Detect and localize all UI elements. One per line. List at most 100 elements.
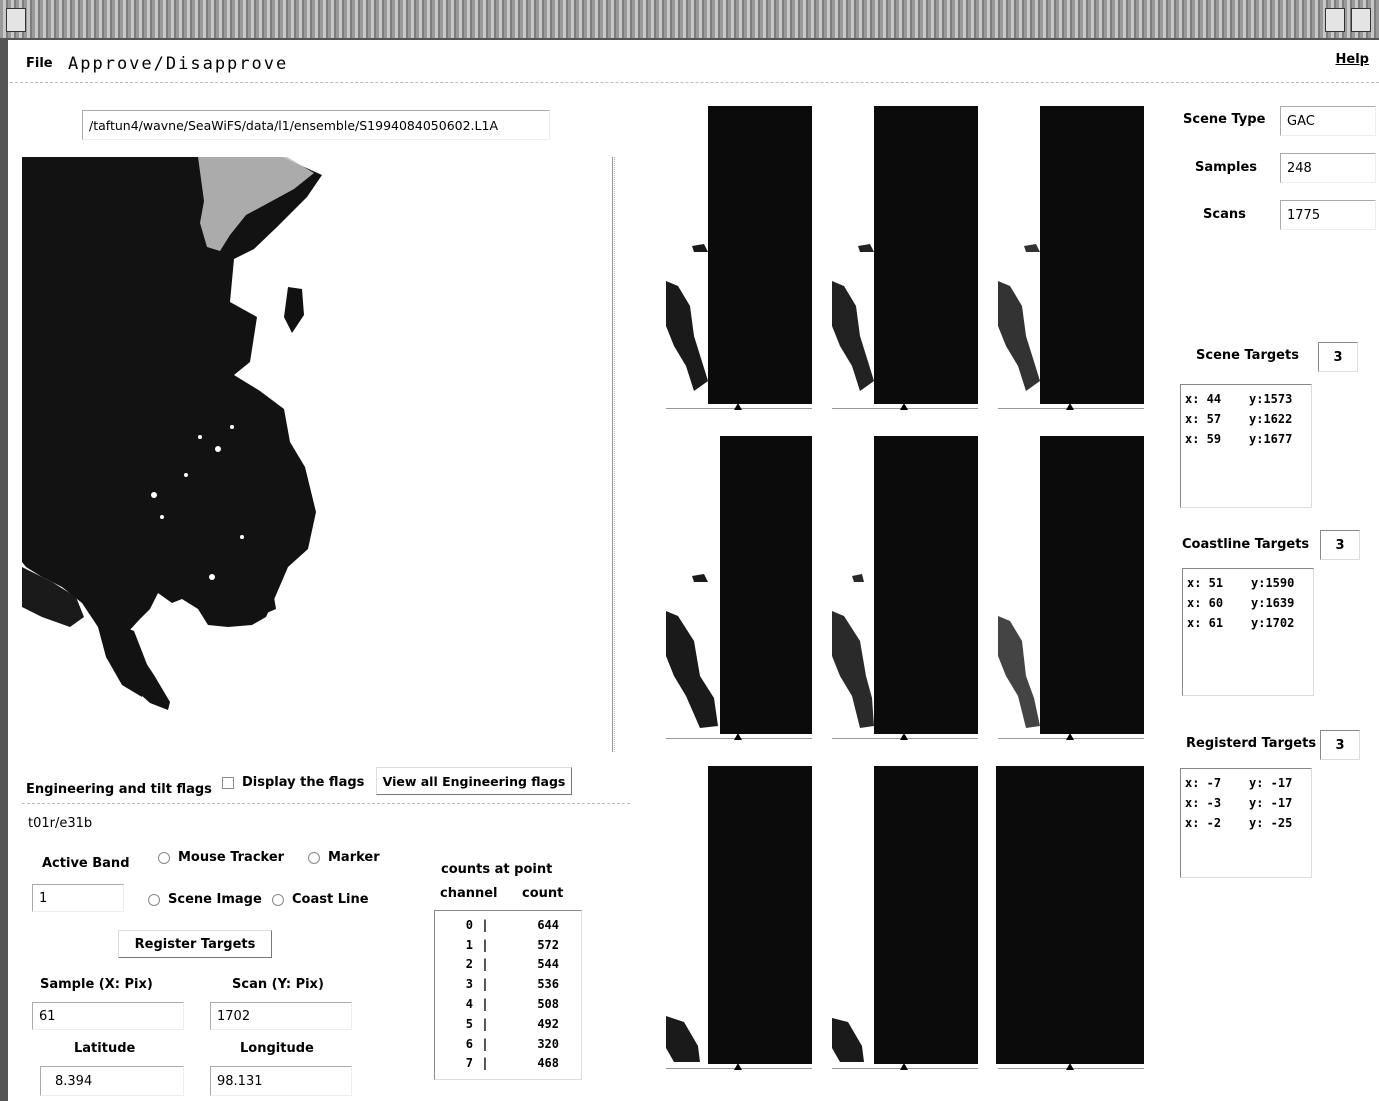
view-all-engineering-flags-button[interactable]: View all Engineering flags [376,767,572,795]
registered-targets-count[interactable]: 3 [1320,730,1360,760]
scene-targets-list[interactable]: x: 44 y:1573 x: 57 y:1622 x: 59 y:1677 [1180,384,1312,508]
channel-value: 1 [465,937,473,952]
target-x: x: 61 [1187,616,1224,630]
thumbnail-scale[interactable] [998,733,1144,749]
minimize-button[interactable] [1325,8,1345,32]
target-y: y: -17 [1249,796,1293,810]
thumbnail-land-graphic [998,244,1040,391]
longitude-label: Longitude [240,1041,314,1056]
thumbnail-scale[interactable] [832,403,978,419]
maximize-button[interactable] [1351,8,1371,32]
thumbnail-image [874,766,978,1064]
display-flags-toggle[interactable]: Display the flags [222,775,364,790]
count-value: 544 [537,957,559,972]
thumbnail-scale[interactable] [666,403,812,419]
count-value: 320 [537,1036,559,1051]
list-item[interactable]: x: -2 y: -25 [1185,813,1307,833]
file-menu[interactable]: File [26,56,53,71]
scene-image[interactable] [22,157,613,752]
counts-row: 5 | 492 [435,1014,581,1034]
counts-row: 7 | 468 [435,1054,581,1074]
coast-line-option[interactable]: Coast Line [272,892,369,907]
band-thumbnail[interactable] [830,106,982,418]
counts-row: 3 | 536 [435,974,581,994]
list-item[interactable]: x: 59 y:1677 [1185,429,1307,449]
menubar: File Approve/Disapprove Help [10,44,1379,82]
flags-divider [22,803,630,804]
latitude-field[interactable]: 8.394 [40,1066,184,1096]
longitude-field[interactable]: 98.131 [210,1066,352,1096]
coast-line-radio[interactable] [272,893,284,906]
window-frame [0,40,8,1101]
counts-list[interactable]: 0 | 644 1 | 572 2 | 544 3 | 536 4 | 508 5 | 492 6 | 32… [434,910,582,1080]
scene-image-vertical-scrollbar[interactable] [614,157,627,752]
display-flags-checkbox[interactable] [222,776,234,789]
list-item[interactable]: x: 57 y:1622 [1185,409,1307,429]
target-y: y:1677 [1249,432,1293,446]
scans-label: Scans [1203,207,1246,222]
list-item[interactable]: x: 44 y:1573 [1185,389,1307,409]
mouse-tracker-option[interactable]: Mouse Tracker [158,850,284,865]
column-divider: | [481,917,489,932]
counts-row: 0 | 644 [435,915,581,935]
active-band-field[interactable]: 1 [32,884,124,912]
thumbnail-image [720,436,812,734]
thumbnail-scale[interactable] [666,1063,812,1079]
thumbnail-scale[interactable] [666,733,812,749]
band-thumbnail[interactable] [664,436,816,748]
target-y: y: -25 [1249,816,1293,830]
scene-targets-count[interactable]: 3 [1318,342,1358,372]
scene-type-field[interactable]: GAC [1280,106,1376,136]
samples-field[interactable]: 248 [1280,153,1376,183]
scene-image-radio[interactable] [148,893,160,906]
scene-image-graphic [22,157,612,752]
coastline-targets-list[interactable]: x: 51 y:1590 x: 60 y:1639 x: 61 y:1702 [1182,568,1314,696]
latitude-label: Latitude [74,1041,136,1056]
band-thumbnail[interactable] [664,106,816,418]
band-thumbnail[interactable] [996,766,1148,1078]
target-y: y:1702 [1251,616,1295,630]
column-divider: | [481,1036,489,1051]
window-menu-button[interactable] [6,8,26,32]
column-divider: | [481,957,489,972]
band-thumbnail[interactable] [996,436,1148,748]
count-value: 468 [537,1056,559,1071]
thumbnail-image [874,436,978,734]
file-path-field[interactable]: /taftun4/wavne/SeaWiFS/data/l1/ensemble/… [82,110,550,140]
target-x: x: 57 [1185,412,1222,426]
sample-field[interactable]: 61 [32,1002,184,1030]
coastline-targets-count[interactable]: 3 [1320,530,1360,560]
list-item[interactable]: x: 51 y:1590 [1187,573,1309,593]
list-item[interactable]: x: -7 y: -17 [1185,773,1307,793]
register-targets-button[interactable]: Register Targets [118,930,272,958]
help-menu[interactable]: Help [1335,52,1369,67]
marker-radio[interactable] [308,851,320,864]
flags-value-field[interactable]: t01r/e31b [22,810,582,836]
list-item[interactable]: x: 61 y:1702 [1187,613,1309,633]
marker-option[interactable]: Marker [308,850,380,865]
band-thumbnail[interactable] [830,436,982,748]
sample-label: Sample (X: Pix) [40,977,153,992]
flags-label: Engineering and tilt flags [26,782,212,797]
band-thumbnail[interactable] [830,766,982,1078]
thumbnail-scale[interactable] [832,733,978,749]
scans-field[interactable]: 1775 [1280,200,1376,230]
target-x: x: -2 [1185,816,1222,830]
registered-targets-list[interactable]: x: -7 y: -17 x: -3 y: -17 x: -2 y: -25 [1180,768,1312,878]
mouse-tracker-label: Mouse Tracker [178,850,285,865]
thumbnail-scale[interactable] [998,1063,1144,1079]
thumbnail-land-graphic [998,616,1040,728]
scene-image-option[interactable]: Scene Image [148,892,262,907]
band-thumbnail[interactable] [996,106,1148,418]
scan-field[interactable]: 1702 [210,1002,352,1030]
scale-marker-icon [1066,403,1074,410]
thumbnail-scale[interactable] [832,1063,978,1079]
list-item[interactable]: x: 60 y:1639 [1187,593,1309,613]
scene-targets-label: Scene Targets [1196,348,1299,363]
mouse-tracker-radio[interactable] [158,851,170,864]
list-item[interactable]: x: -3 y: -17 [1185,793,1307,813]
thumbnail-scale[interactable] [998,403,1144,419]
target-x: x: -3 [1185,796,1222,810]
band-thumbnail[interactable] [664,766,816,1078]
window-titlebar[interactable] [0,0,1379,40]
